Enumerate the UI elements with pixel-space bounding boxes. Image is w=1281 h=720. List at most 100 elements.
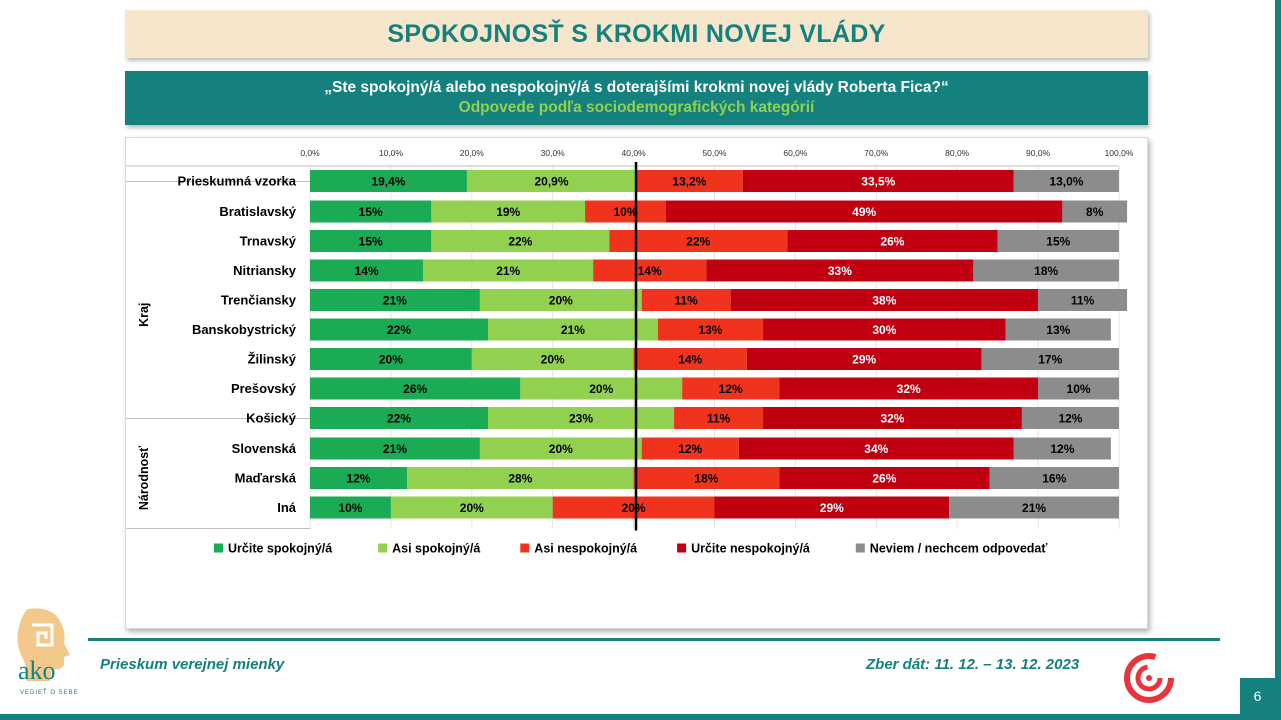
x-tick-label: 10,0% xyxy=(379,148,404,158)
x-tick-label: 80,0% xyxy=(945,148,970,158)
bar-segment xyxy=(520,377,683,400)
data-label: 22% xyxy=(686,235,710,249)
bar-segment xyxy=(390,496,553,519)
ako-logo-icon: ako xyxy=(17,608,70,685)
bar-segment xyxy=(310,259,424,282)
ako-logo-word: ako xyxy=(18,656,56,685)
bar-segment xyxy=(742,170,1014,192)
data-label: 29% xyxy=(820,501,844,515)
chart-panel: 0,0% 10,0% 20,0% 30,0% 40,0% 50,0% 60,0% 70,0% 8… xyxy=(125,137,1148,629)
data-label: 12% xyxy=(347,472,371,486)
data-label: 11% xyxy=(1071,294,1095,308)
data-label: 12% xyxy=(678,442,702,456)
bar-segment xyxy=(1038,377,1119,400)
data-label: 23% xyxy=(569,412,593,426)
data-label: 20% xyxy=(549,294,573,308)
bar-segment xyxy=(593,259,707,282)
bar-segment xyxy=(466,170,637,192)
data-label: 13% xyxy=(1046,323,1070,337)
bar-segment xyxy=(989,467,1119,489)
data-label: 22% xyxy=(508,235,532,249)
question-banner: „Ste spokojný/á alebo nespokojný/á s dot… xyxy=(125,71,1148,125)
x-tick-label: 20,0% xyxy=(460,148,485,158)
data-label: 21% xyxy=(383,294,407,308)
bar-segment xyxy=(552,496,715,519)
data-label: 20% xyxy=(379,353,403,367)
bar-segment xyxy=(657,318,764,341)
category-label: Slovenská xyxy=(232,441,297,456)
data-label: 17% xyxy=(1038,353,1062,367)
data-label: 19% xyxy=(496,205,520,219)
bar-segment xyxy=(641,289,731,311)
data-label: 32% xyxy=(880,412,904,426)
category-label: Maďarská xyxy=(235,471,297,486)
data-label: 15% xyxy=(359,205,383,219)
bar-segment xyxy=(746,348,982,370)
bar-segment xyxy=(763,407,1022,429)
bar-segment xyxy=(310,170,467,192)
x-tick-label: 100,0% xyxy=(1105,148,1134,158)
brand-swirl-logo-icon xyxy=(1124,653,1174,703)
footer-collection-date: Zber dát: 11. 12. – 13. 12. 2023 xyxy=(866,656,1080,673)
data-label: 10% xyxy=(613,205,637,219)
title-banner: SPOKOJNOSŤ S KROKMI NOVEJ VLÁDY xyxy=(125,10,1148,58)
survey-subtitle: Odpovede podľa sociodemografických kateg… xyxy=(458,99,815,116)
data-label: 21% xyxy=(496,264,520,278)
category-label: Prieskumná vzorka xyxy=(177,174,296,189)
legend-swatch xyxy=(855,543,865,553)
bar-segment xyxy=(682,377,780,400)
bar-segment xyxy=(431,200,586,223)
bar-segment xyxy=(609,230,788,252)
data-label: 16% xyxy=(1042,472,1066,486)
survey-question: „Ste spokojný/á alebo nespokojný/á s dot… xyxy=(324,79,949,96)
data-label: 20% xyxy=(589,382,613,396)
data-label: 8% xyxy=(1086,205,1104,219)
bar-segment xyxy=(471,348,634,370)
category-label: Bratislavský xyxy=(219,204,296,219)
bar-segment xyxy=(633,467,780,489)
data-label: 28% xyxy=(508,472,532,486)
bar-segment xyxy=(973,259,1119,282)
data-label: 18% xyxy=(694,472,718,486)
category-label: Trenčiansky xyxy=(221,293,297,308)
bar-segment xyxy=(674,407,764,429)
legend-label: Neviem / nechcem odpovedať xyxy=(870,542,1048,556)
group-label: Národnosť xyxy=(137,446,151,510)
category-label: Banskobystrický xyxy=(192,322,297,337)
bar-segment xyxy=(763,318,1006,341)
bar-segment xyxy=(310,230,432,252)
data-label: 10% xyxy=(338,501,362,515)
data-label: 29% xyxy=(852,353,876,367)
bar-segment xyxy=(714,496,950,519)
data-label: 11% xyxy=(707,412,731,426)
data-label: 38% xyxy=(872,294,896,308)
bar-segment xyxy=(585,200,666,223)
footer-survey-label: Prieskum verejnej mienky xyxy=(100,656,285,673)
data-label: 34% xyxy=(864,442,888,456)
data-label: 15% xyxy=(359,235,383,249)
data-label: 22% xyxy=(387,323,411,337)
legend-swatch xyxy=(520,543,530,553)
bar-segment xyxy=(949,496,1119,519)
data-label: 33,5% xyxy=(861,175,895,189)
bar-segment xyxy=(1062,200,1128,223)
data-label: 14% xyxy=(638,264,662,278)
bar-segment xyxy=(636,170,743,192)
bar-segment xyxy=(1038,289,1128,311)
bar-segment xyxy=(997,230,1119,252)
bar-segment xyxy=(407,467,634,489)
footer-divider xyxy=(88,638,1220,641)
data-label: 12% xyxy=(1058,412,1082,426)
data-label: 20% xyxy=(541,353,565,367)
bar-segment xyxy=(310,200,432,223)
bar-segment xyxy=(738,437,1014,460)
bar-segment xyxy=(787,230,998,252)
bar-segment xyxy=(310,407,488,429)
bar-segment xyxy=(730,289,1039,311)
x-tick-label: 60,0% xyxy=(783,148,808,158)
bar-segment xyxy=(1021,407,1119,429)
bar-segment xyxy=(665,200,1063,223)
data-label: 13,2% xyxy=(672,175,706,189)
category-label: Trnavský xyxy=(240,234,297,249)
bar-segment xyxy=(1013,437,1111,460)
